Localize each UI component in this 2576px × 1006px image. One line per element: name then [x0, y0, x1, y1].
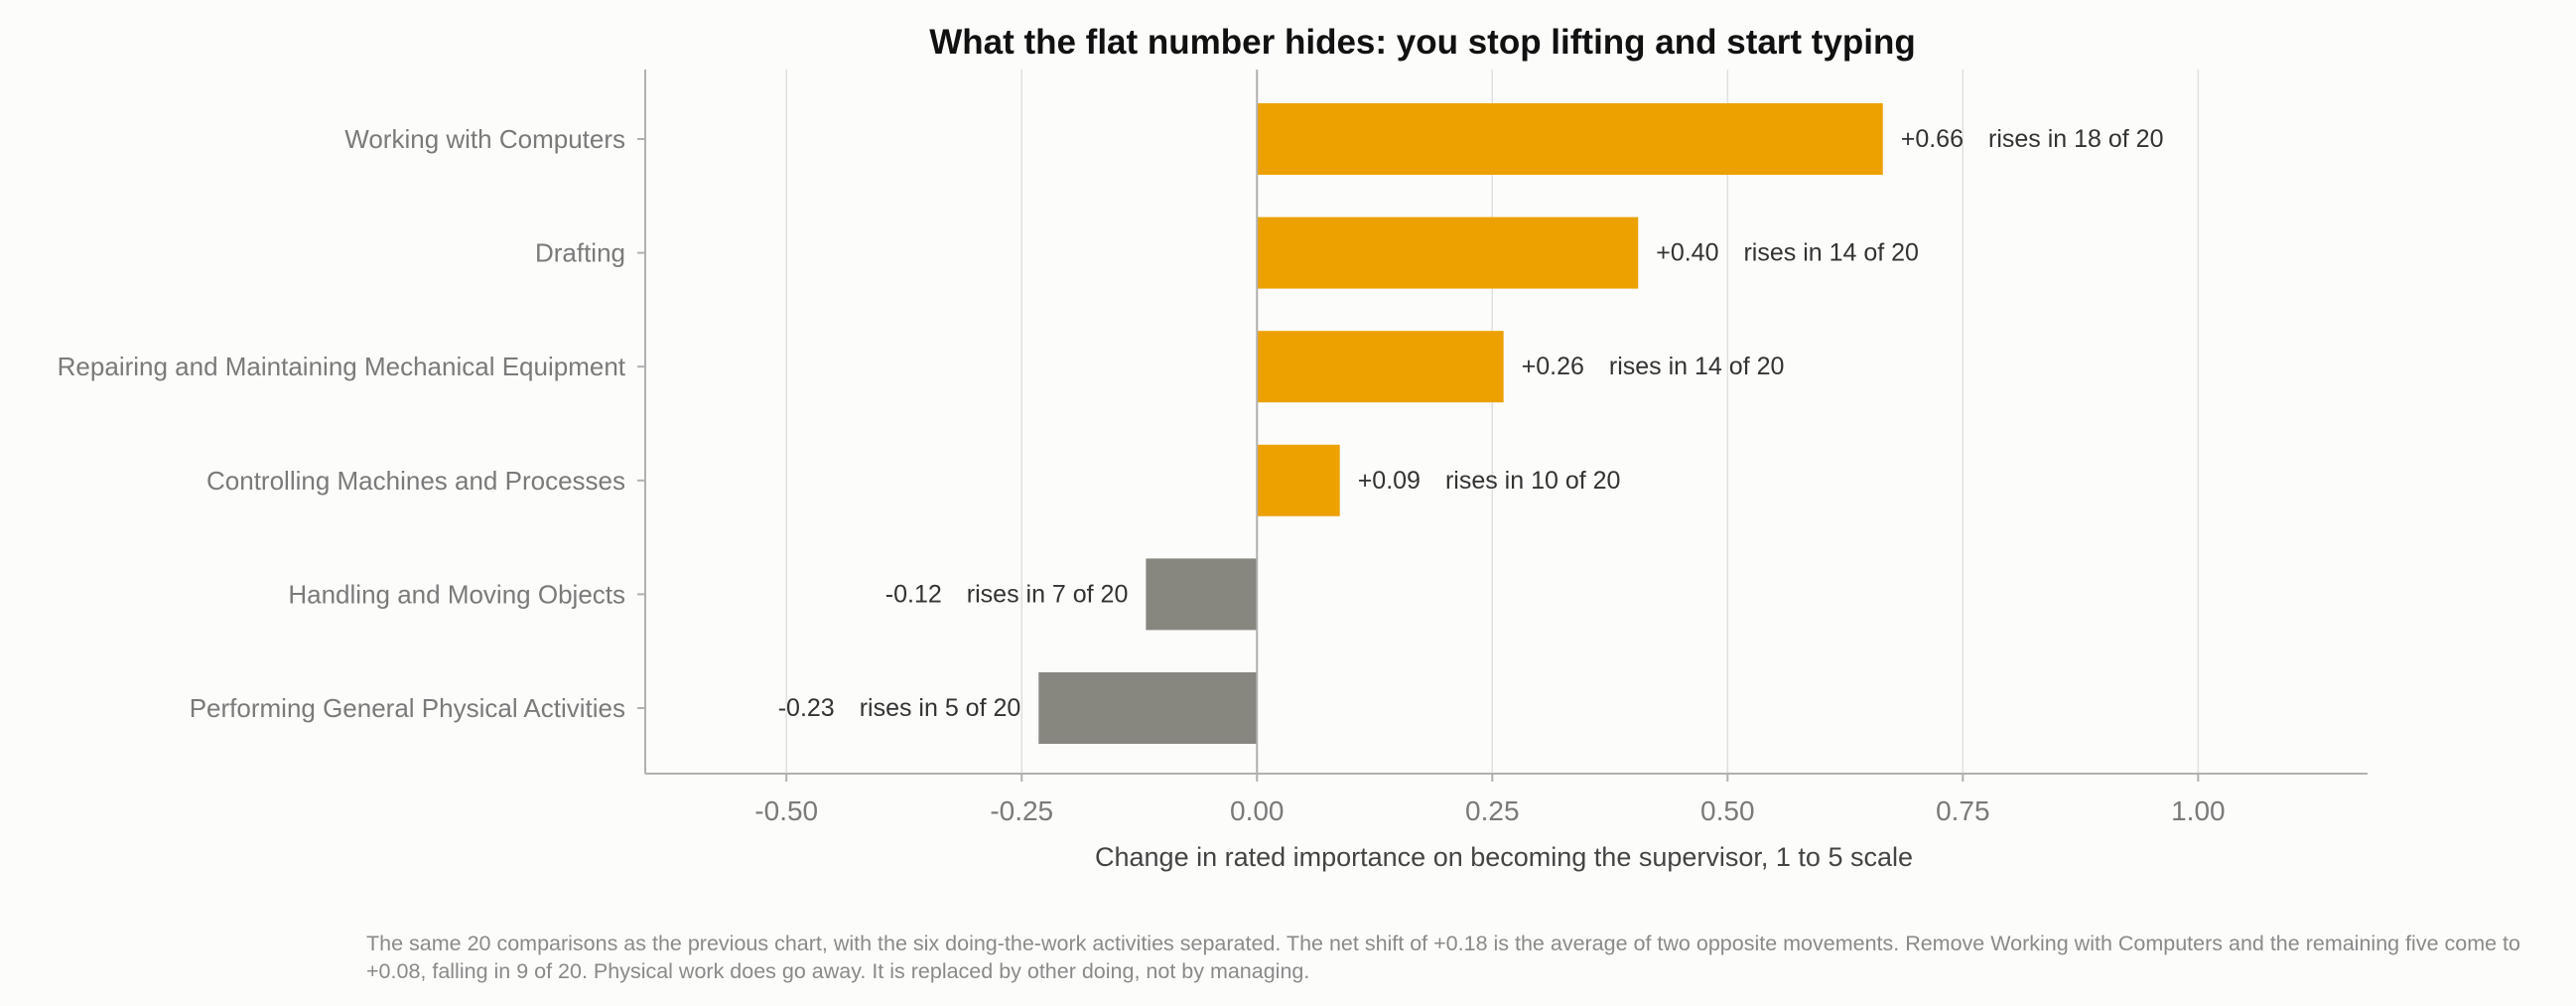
data-label: +0.09 rises in 10 of 20 — [1358, 467, 1621, 495]
x-tick-label: 0.25 — [1465, 795, 1520, 826]
chart-title: What the flat number hides: you stop lif… — [929, 23, 1916, 62]
category-label: Working with Computers — [344, 124, 625, 154]
footnote: The same 20 comparisons as the previous … — [366, 932, 2520, 983]
bars — [1038, 103, 1883, 744]
x-tick-label: 0.75 — [1936, 795, 1990, 826]
data-label: +0.66 rises in 18 of 20 — [1901, 125, 2164, 153]
x-tick-label: 0.50 — [1700, 795, 1755, 826]
axes — [637, 70, 2368, 782]
bar — [1146, 558, 1258, 631]
x-tick-label: 1.00 — [2171, 795, 2226, 826]
bar — [1257, 331, 1504, 403]
data-label: +0.40 rises in 14 of 20 — [1656, 239, 1919, 267]
x-tick-label: 0.00 — [1230, 795, 1285, 826]
grid-lines — [785, 70, 2200, 774]
category-label: Performing General Physical Activities — [190, 693, 625, 723]
bar — [1257, 216, 1639, 289]
bar — [1257, 103, 1883, 175]
bar — [1038, 672, 1258, 744]
x-axis-label: Change in rated importance on becoming t… — [1095, 842, 1913, 872]
data-label: -0.12 rises in 7 of 20 — [885, 580, 1129, 608]
category-label: Repairing and Maintaining Mechanical Equ… — [58, 352, 626, 381]
category-label: Handling and Moving Objects — [288, 579, 625, 609]
bar — [1257, 444, 1340, 516]
x-tick-label: -0.25 — [990, 795, 1053, 826]
category-label: Controlling Machines and Processes — [206, 466, 625, 496]
category-label: Drafting — [535, 238, 625, 268]
x-tick-label: -0.50 — [754, 795, 818, 826]
data-label: +0.26 rises in 14 of 20 — [1522, 353, 1785, 380]
labels: -0.50 -0.25 0.00 0.25 0.50 0.75 1.00 Working wi… — [58, 124, 2226, 826]
data-label: -0.23 rises in 5 of 20 — [778, 694, 1021, 722]
